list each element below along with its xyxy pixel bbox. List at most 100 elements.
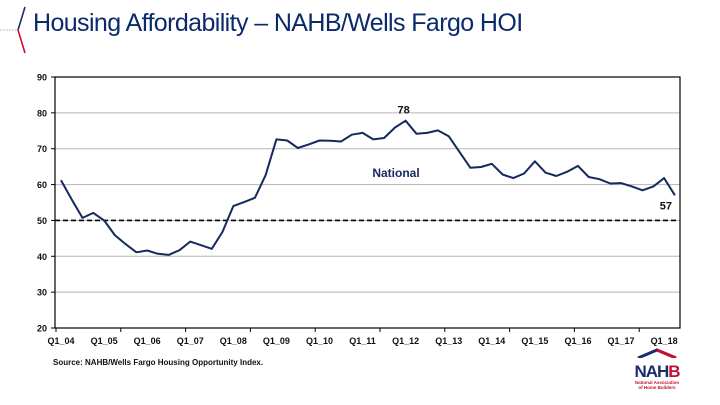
nahb-logo: NAHB National Association of Home Builde… (630, 345, 684, 390)
data-point (469, 167, 471, 169)
y-tick-label: 60 (37, 180, 47, 190)
y-tick-label: 50 (37, 216, 47, 226)
data-point (609, 182, 611, 184)
data-point (82, 217, 84, 219)
data-point (125, 243, 127, 245)
x-tick-label: Q1_06 (134, 336, 161, 346)
data-point (555, 175, 557, 177)
x-tick-label: Q1_14 (478, 336, 505, 346)
series-label-national: National (372, 166, 419, 180)
data-point (448, 135, 450, 137)
data-point (512, 177, 514, 179)
data-point (426, 132, 428, 134)
logo-wordmark-accent: B (668, 362, 680, 381)
data-point (351, 134, 353, 136)
data-point (588, 176, 590, 178)
logo-wordmark: NAHB (630, 363, 684, 380)
x-tick-label: Q1_17 (608, 336, 635, 346)
x-tick-label: Q1_15 (521, 336, 548, 346)
data-point (340, 141, 342, 143)
x-tick-label: Q1_18 (651, 336, 678, 346)
data-point (286, 139, 288, 141)
x-tick-label: Q1_10 (306, 336, 333, 346)
data-point (372, 138, 374, 140)
data-point (71, 199, 73, 201)
data-point (383, 137, 385, 139)
y-tick-label: 80 (37, 108, 47, 118)
y-tick-label: 90 (37, 73, 47, 83)
data-point (297, 147, 299, 149)
annotation-peak-label: 78 (398, 105, 410, 117)
x-tick-label: Q1_07 (177, 336, 204, 346)
data-point (60, 179, 62, 181)
data-point (663, 177, 665, 179)
data-point (394, 127, 396, 129)
x-tick-label: Q1_04 (47, 336, 74, 346)
data-point (631, 185, 633, 187)
house-roof-icon (637, 348, 677, 360)
data-point (146, 250, 148, 252)
x-tick-label: Q1_12 (392, 336, 419, 346)
data-point (620, 182, 622, 184)
data-point (211, 248, 213, 250)
title-decoration (0, 6, 26, 54)
data-point (92, 212, 94, 214)
gridlines (55, 112, 680, 293)
x-tick-label: Q1_11 (349, 336, 376, 346)
data-point (318, 139, 320, 141)
data-point (329, 140, 331, 142)
y-tick-label: 70 (37, 144, 47, 154)
data-point (168, 254, 170, 256)
data-point (362, 132, 364, 134)
data-point (577, 165, 579, 167)
data-point (566, 171, 568, 173)
decoration-navy-stroke (17, 6, 26, 31)
data-point (308, 143, 310, 145)
data-point (502, 174, 504, 176)
logo-subtitle-line1: National Association (634, 380, 680, 385)
data-point (491, 163, 493, 165)
data-point (254, 197, 256, 199)
y-tick-label: 40 (37, 252, 47, 262)
data-point (114, 234, 116, 236)
data-point (480, 166, 482, 168)
data-point (523, 172, 525, 174)
x-tick-label: Q1_13 (435, 336, 462, 346)
slide-title: Housing Affordability – NAHB/Wells Fargo… (33, 9, 523, 37)
y-tick-label: 30 (37, 288, 47, 298)
data-point (437, 129, 439, 131)
data-point (652, 185, 654, 187)
y-tick-label: 20 (37, 324, 47, 334)
data-point (265, 174, 267, 176)
x-tick-label: Q1_09 (263, 336, 290, 346)
logo-wordmark-main: NAH (634, 362, 669, 381)
data-point (200, 244, 202, 246)
data-point (135, 251, 137, 253)
series-line-national (60, 119, 676, 256)
series-points (60, 120, 676, 256)
x-axis: Q1_04 Q1_05 Q1_06 Q1_07 Q1_08 Q1_09 Q1_10 Q1_11… (47, 328, 678, 346)
data-point (642, 189, 644, 191)
data-point (674, 194, 676, 196)
data-point (415, 133, 417, 135)
data-point (275, 138, 277, 140)
x-tick-label: Q1_05 (91, 336, 118, 346)
data-point (178, 249, 180, 251)
data-point (405, 120, 407, 122)
decoration-red-stroke (17, 29, 26, 54)
data-point (534, 160, 536, 162)
y-axis: 20 30 40 50 60 70 80 90 (37, 73, 55, 334)
data-point (189, 241, 191, 243)
data-point (458, 151, 460, 153)
logo-subtitle-line2: of Home Builders (638, 385, 676, 390)
annotation-last-label: 57 (660, 200, 672, 212)
data-point (222, 231, 224, 233)
data-point (243, 201, 245, 203)
x-tick-label: Q1_08 (220, 336, 247, 346)
data-point (103, 219, 105, 221)
source-note: Source: NAHB/Wells Fargo Housing Opportu… (53, 358, 264, 367)
data-point (157, 253, 159, 255)
data-point (545, 172, 547, 174)
x-tick-label: Q1_16 (564, 336, 591, 346)
